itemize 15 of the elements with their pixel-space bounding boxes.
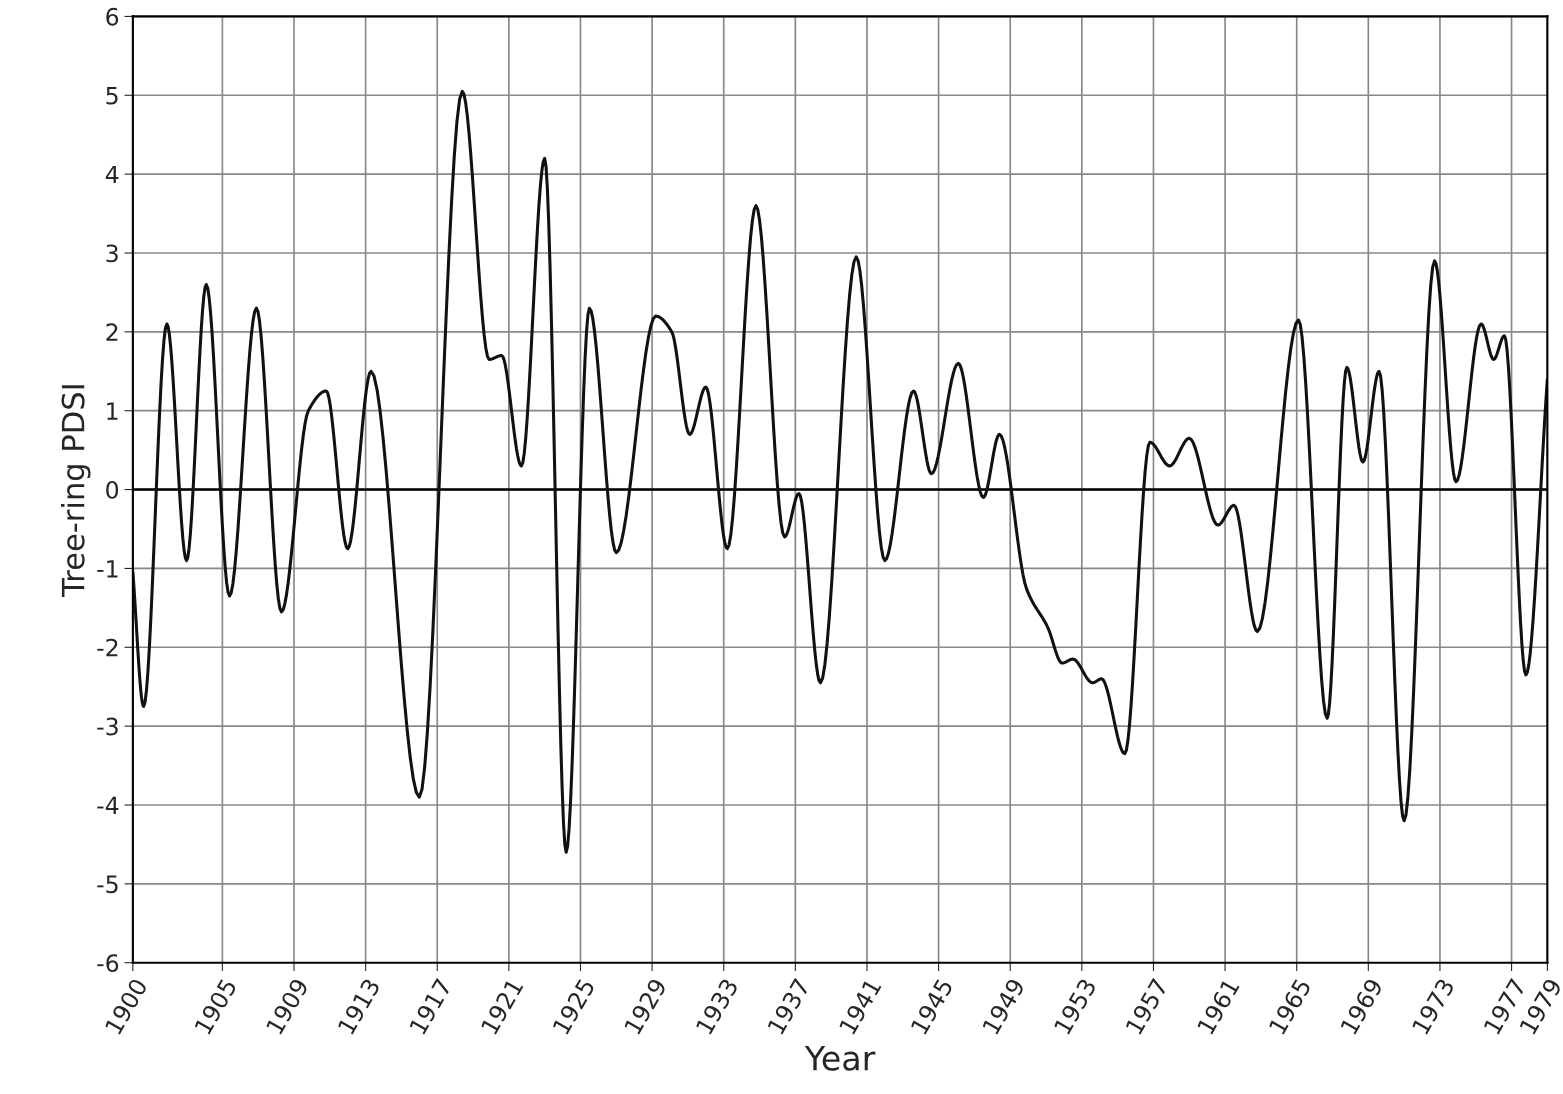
y-tick-label: -3	[97, 717, 118, 736]
y-tick-label: 6	[106, 7, 119, 26]
y-tick-label: -2	[97, 638, 118, 657]
y-tick-label: 5	[106, 87, 118, 105]
x-axis-title: Year	[804, 1045, 876, 1071]
y-tick-label: 3	[106, 244, 118, 263]
y-tick-label: -1	[97, 560, 118, 578]
y-tick-label: -4	[97, 796, 119, 814]
y-axis-title: Tree-ring PDSI	[60, 385, 91, 597]
y-tick-label: 0	[106, 481, 119, 499]
y-tick-label: -5	[97, 875, 118, 894]
y-tick-label: 2	[106, 323, 118, 341]
y-tick-label: 1	[107, 402, 118, 420]
y-tick-label: -6	[97, 954, 119, 973]
y-tick-label: 4	[105, 165, 119, 184]
